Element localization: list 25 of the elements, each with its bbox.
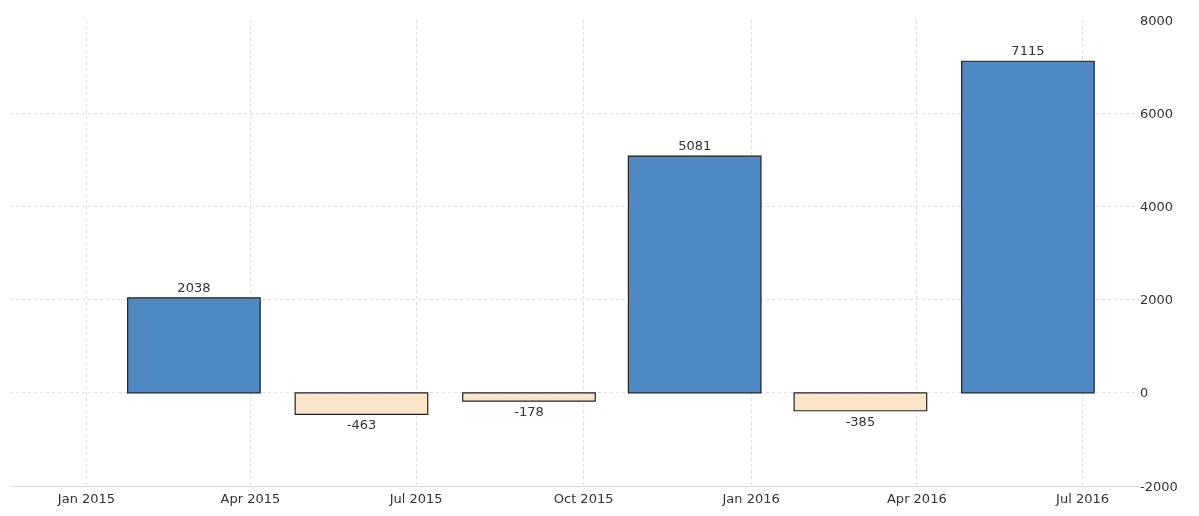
bar xyxy=(627,155,762,394)
x-tick-label: Jan 2015 xyxy=(56,490,116,506)
x-tick-label: Jul 2016 xyxy=(1055,490,1109,506)
y-tick-label: 6000 xyxy=(1140,105,1174,121)
bar xyxy=(127,297,261,394)
y-tick-label: 0 xyxy=(1140,385,1149,401)
y-tick-label: 8000 xyxy=(1140,12,1174,28)
bar xyxy=(961,60,1095,394)
data-label: 5081 xyxy=(678,138,712,154)
bar xyxy=(462,392,596,402)
data-label: 2038 xyxy=(177,279,211,295)
y-tick-label: 2000 xyxy=(1140,292,1174,308)
data-label: 7115 xyxy=(1011,43,1045,59)
x-tick-label: Jan 2016 xyxy=(721,490,780,506)
data-label: -178 xyxy=(514,404,544,420)
x-tick-label: Apr 2016 xyxy=(886,490,947,506)
bar xyxy=(294,392,429,415)
y-tick-label: 4000 xyxy=(1140,198,1174,214)
data-label: -463 xyxy=(346,417,377,433)
x-tick-label: Jul 2015 xyxy=(388,490,443,506)
y-tick-label: -2000 xyxy=(1140,478,1178,494)
x-tick-label: Oct 2015 xyxy=(553,490,614,506)
bar xyxy=(793,392,928,412)
data-label: -385 xyxy=(845,413,876,429)
x-tick-label: Apr 2015 xyxy=(220,490,281,506)
